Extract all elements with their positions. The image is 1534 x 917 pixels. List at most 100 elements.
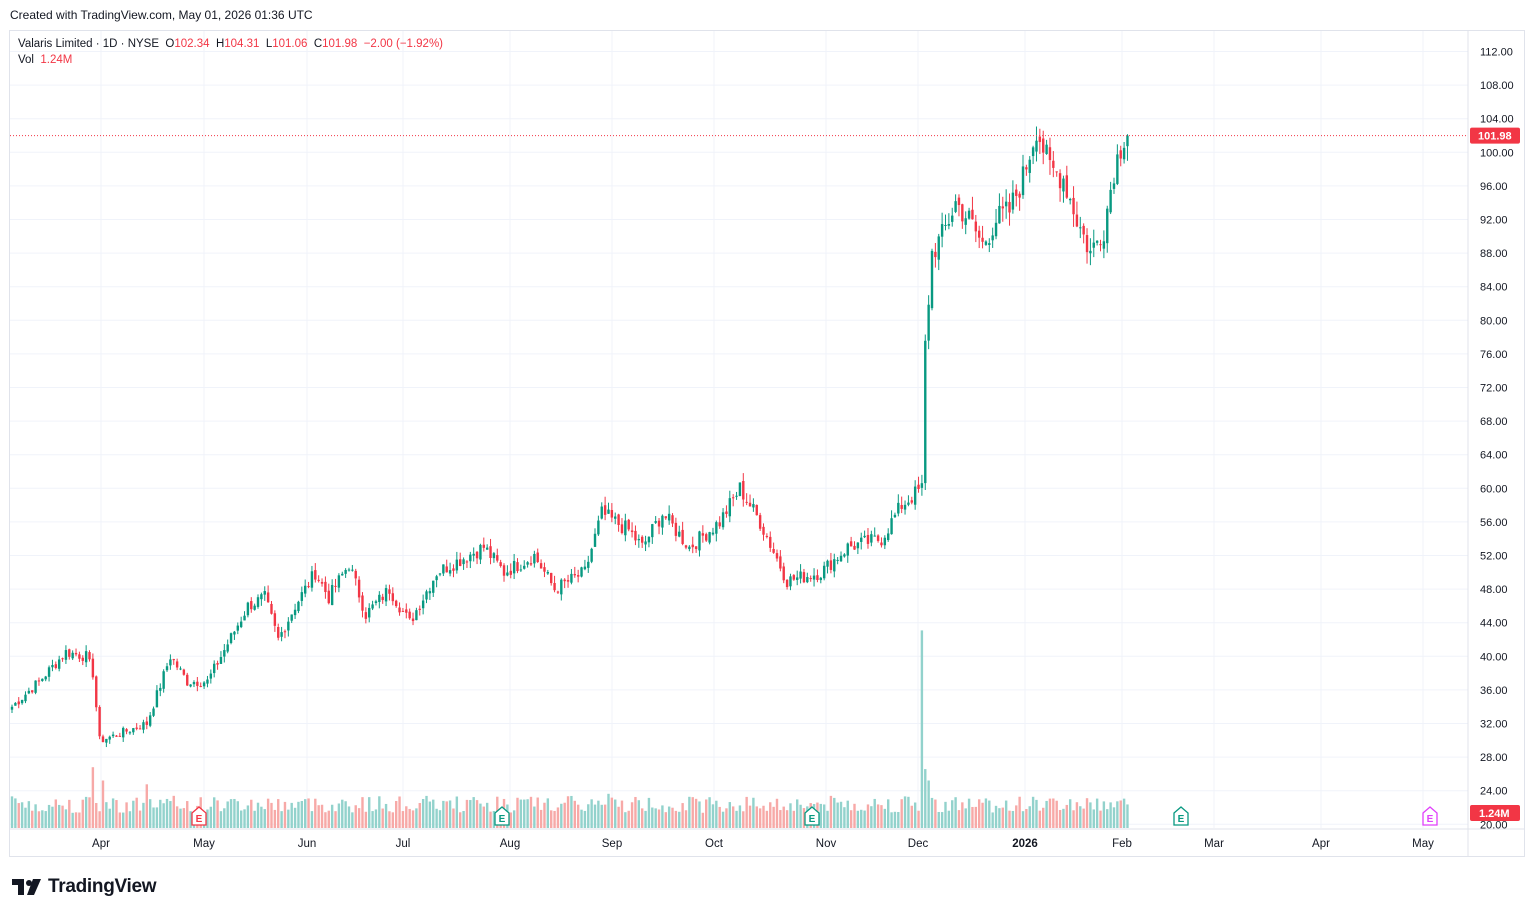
volume-bar bbox=[482, 806, 485, 828]
candle-body bbox=[270, 603, 273, 614]
volume-bar bbox=[1035, 799, 1038, 828]
volume-bar bbox=[388, 811, 391, 828]
candle-body bbox=[1048, 147, 1052, 161]
price-tick-label: 20.00 bbox=[1480, 819, 1508, 831]
volume-bar bbox=[122, 812, 125, 828]
time-tick-label: Oct bbox=[705, 838, 724, 850]
candle-body bbox=[229, 633, 233, 643]
volume-bar bbox=[509, 812, 512, 828]
volume-bar bbox=[344, 801, 347, 828]
candle-body bbox=[347, 569, 351, 571]
candle-body bbox=[41, 678, 44, 681]
volume-bar bbox=[179, 808, 182, 828]
candle-body bbox=[1025, 167, 1028, 170]
candle-body bbox=[806, 577, 809, 583]
tradingview-logo[interactable]: TradingView bbox=[12, 876, 157, 898]
volume-bar bbox=[469, 800, 472, 828]
candle-body bbox=[553, 583, 556, 591]
volume-bar bbox=[674, 810, 678, 828]
candle-body bbox=[17, 701, 20, 705]
volume-bar bbox=[418, 803, 421, 828]
candle-body bbox=[998, 205, 1001, 224]
candle-body bbox=[860, 537, 863, 542]
candle-body bbox=[175, 661, 179, 668]
candle-body bbox=[459, 559, 462, 566]
candle-body bbox=[661, 515, 664, 528]
candle-body bbox=[779, 556, 782, 569]
candle-body bbox=[715, 522, 718, 534]
volume-bar bbox=[1112, 807, 1116, 828]
volume-bar bbox=[681, 803, 684, 828]
candle-body bbox=[1109, 189, 1112, 213]
candle-body bbox=[1075, 214, 1079, 227]
volume-bar bbox=[745, 796, 748, 828]
candle-body bbox=[755, 504, 758, 516]
volume-bar bbox=[142, 802, 145, 828]
candle-body bbox=[772, 549, 775, 553]
volume-bar bbox=[47, 804, 51, 828]
volume-bar bbox=[1001, 807, 1004, 828]
candle-body bbox=[550, 572, 553, 584]
volume-bar bbox=[347, 806, 351, 828]
candle-body bbox=[866, 534, 870, 544]
volume-bar bbox=[78, 812, 81, 828]
volume-bar bbox=[620, 800, 624, 828]
volume-bar bbox=[789, 803, 792, 828]
candle-body bbox=[624, 520, 627, 536]
candle-body bbox=[833, 559, 836, 572]
candle-body bbox=[263, 591, 266, 595]
volume-bar bbox=[583, 810, 587, 828]
candle-body bbox=[196, 681, 199, 686]
high-value: 104.31 bbox=[224, 38, 260, 50]
candle-body bbox=[678, 531, 681, 537]
symbol-label[interactable]: Valaris Limited · 1D · NYSE bbox=[18, 38, 160, 50]
volume-bar bbox=[543, 802, 546, 828]
candle-body bbox=[236, 625, 239, 631]
candle-body bbox=[718, 522, 721, 527]
time-axis[interactable]: Apr May Jun Jul Aug Sep Oct Nov Dec 2026 Feb Mar Apr… bbox=[92, 838, 1434, 850]
candle-body bbox=[489, 546, 492, 558]
candle-body bbox=[583, 566, 587, 570]
volume-bar bbox=[1058, 810, 1062, 828]
volume-bar bbox=[998, 808, 1001, 828]
candle-body bbox=[388, 589, 391, 594]
volume-bar bbox=[762, 805, 765, 828]
volume-bar bbox=[61, 805, 64, 828]
volume-bar bbox=[95, 803, 98, 828]
volume-bar bbox=[361, 797, 364, 828]
candle-body bbox=[829, 560, 833, 570]
volume-bar bbox=[637, 800, 641, 828]
volume-bar bbox=[701, 812, 705, 828]
candle-body bbox=[523, 565, 526, 569]
volume-bar bbox=[250, 799, 253, 828]
candle-body bbox=[165, 666, 169, 671]
candle-body bbox=[785, 579, 789, 588]
volume-bar bbox=[819, 803, 822, 828]
candle-body bbox=[917, 484, 920, 490]
time-tick-label: May bbox=[1412, 838, 1434, 850]
volume-bar bbox=[910, 805, 913, 828]
volume-row: Vol 1.24M bbox=[18, 52, 443, 68]
candle-body bbox=[748, 502, 752, 507]
volume-bar bbox=[334, 811, 337, 828]
volume-bar bbox=[260, 806, 263, 828]
candle-body bbox=[310, 571, 314, 588]
price-tick-label: 48.00 bbox=[1480, 584, 1508, 596]
volume-bar bbox=[408, 808, 411, 828]
candle-body bbox=[593, 533, 597, 547]
candle-body bbox=[1035, 140, 1038, 152]
candle-body bbox=[516, 562, 519, 572]
candle-body bbox=[357, 579, 361, 598]
chart-frame[interactable] bbox=[9, 30, 1525, 857]
candle-body bbox=[351, 569, 354, 571]
candle-body bbox=[762, 526, 765, 535]
volume-label[interactable]: Vol bbox=[18, 54, 34, 66]
candle-body bbox=[1079, 227, 1082, 229]
candle-body bbox=[189, 684, 192, 687]
volume-bar bbox=[937, 811, 940, 828]
candle-body bbox=[903, 504, 907, 510]
price-axis[interactable]: 112.00 108.00 104.00 100.00 96.00 92.00 88.00 8… bbox=[1470, 47, 1520, 832]
candle-body bbox=[1011, 192, 1015, 210]
